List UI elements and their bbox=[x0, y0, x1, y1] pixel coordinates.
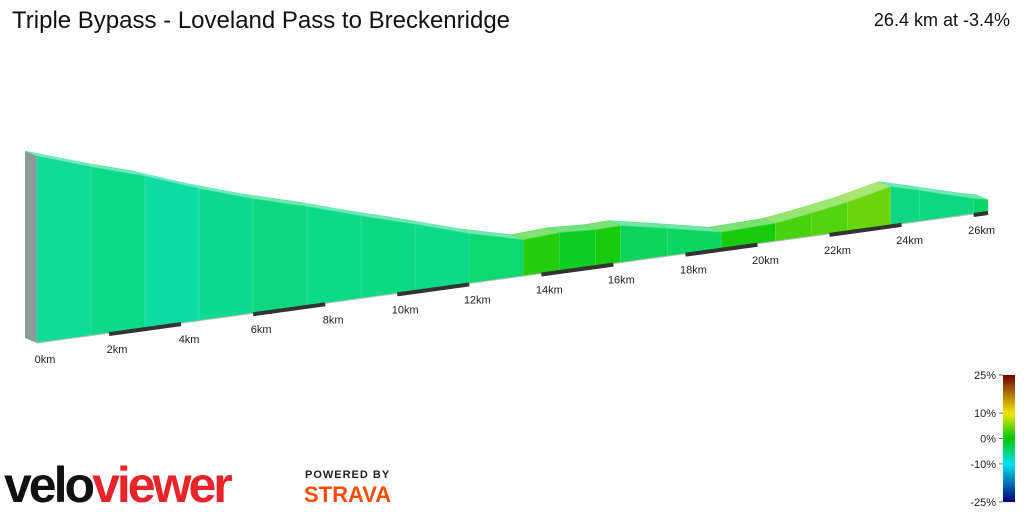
x-tick-label: 22km bbox=[824, 245, 851, 257]
segment bbox=[890, 186, 920, 226]
segment bbox=[522, 232, 560, 277]
logo-part: velo bbox=[4, 457, 94, 512]
segment bbox=[144, 175, 200, 329]
logo: veloviewer bbox=[4, 457, 232, 512]
colorbar bbox=[1003, 375, 1015, 502]
x-tick-label: 24km bbox=[896, 235, 923, 247]
x-tick-label: 4km bbox=[179, 334, 200, 346]
tick-bar bbox=[829, 222, 902, 237]
x-tick-label: 8km bbox=[323, 314, 344, 326]
tick-bar bbox=[541, 262, 614, 277]
x-tick-label: 0km bbox=[35, 354, 56, 366]
segment bbox=[595, 225, 621, 267]
colorbar-label: -25% bbox=[970, 497, 996, 509]
chart-subtitle: 26.4 km at -3.4% bbox=[874, 10, 1010, 30]
segment bbox=[306, 206, 362, 307]
segment bbox=[90, 166, 146, 336]
x-tick-label: 2km bbox=[107, 344, 128, 356]
segment bbox=[252, 198, 308, 314]
segment bbox=[558, 229, 596, 272]
segment bbox=[468, 233, 524, 284]
segment bbox=[198, 188, 254, 322]
segment bbox=[414, 223, 470, 292]
x-tick-label: 14km bbox=[536, 285, 563, 297]
x-tick-label: 6km bbox=[251, 324, 272, 336]
segment bbox=[360, 215, 416, 299]
side-face bbox=[25, 151, 37, 343]
tick-bar bbox=[252, 302, 326, 317]
powered-by: POWERED BY bbox=[305, 469, 390, 481]
tick-bar bbox=[685, 242, 758, 257]
colorbar-label: -10% bbox=[970, 459, 996, 471]
colorbar-label: 25% bbox=[974, 370, 996, 382]
x-tick-label: 20km bbox=[752, 255, 779, 267]
colorbar-label: 0% bbox=[980, 434, 996, 446]
x-tick-label: 18km bbox=[680, 265, 707, 277]
segment bbox=[36, 155, 92, 344]
x-tick-label: 16km bbox=[608, 275, 635, 287]
x-tick-label: 12km bbox=[464, 294, 491, 306]
strava-logo: STRAVA bbox=[304, 482, 391, 507]
tick-bar bbox=[108, 322, 182, 337]
tick-bar bbox=[973, 211, 989, 217]
x-tick-label: 10km bbox=[392, 304, 419, 316]
logo-part: viewer bbox=[92, 457, 232, 512]
chart-title: Triple Bypass - Loveland Pass to Brecken… bbox=[12, 7, 510, 34]
x-tick-label: 26km bbox=[968, 225, 995, 237]
colorbar-label: 10% bbox=[974, 408, 996, 420]
tick-bar bbox=[396, 282, 470, 297]
